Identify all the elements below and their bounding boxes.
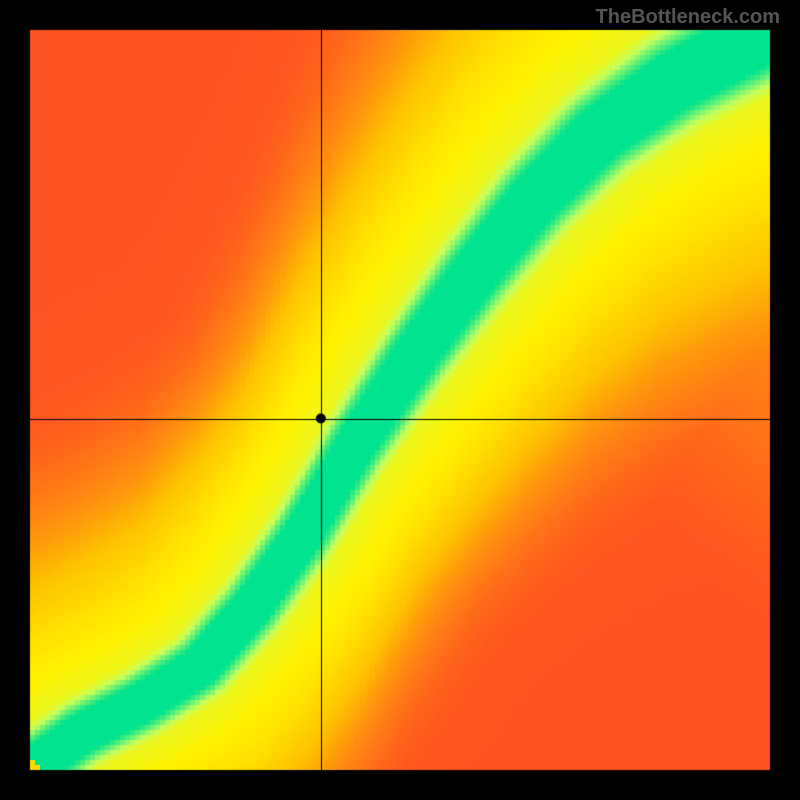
chart-container: TheBottleneck.com bbox=[0, 0, 800, 800]
watermark-text: TheBottleneck.com bbox=[596, 6, 780, 29]
bottleneck-heatmap bbox=[0, 0, 800, 800]
